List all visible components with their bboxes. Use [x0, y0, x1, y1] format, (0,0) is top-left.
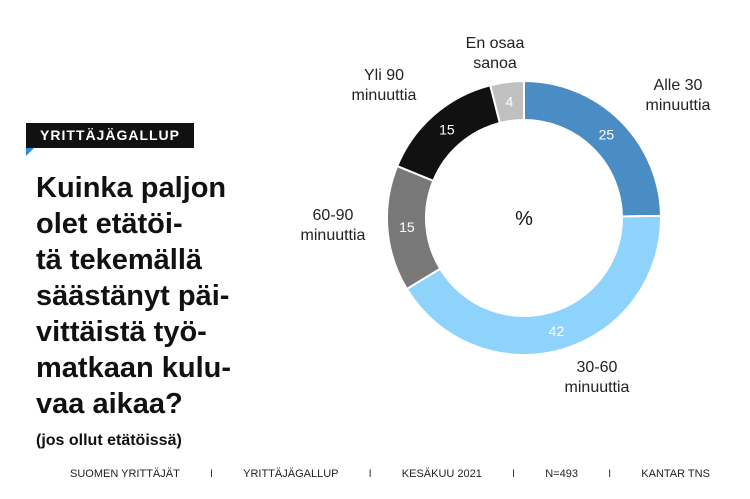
slice-category-label-line: minuuttia	[565, 379, 630, 396]
slice-category-label-line: 30-60	[577, 359, 618, 376]
footer-separator: I	[512, 468, 516, 480]
title-line: olet etätöi-	[36, 208, 183, 240]
slice-value-label: 15	[439, 121, 455, 137]
slice-category-label: 30-60 minuuttia	[565, 359, 630, 396]
slice-value-label: 25	[599, 126, 615, 142]
center-unit-label: %	[515, 208, 533, 230]
footer-item: SUOMEN YRITTÄJÄT	[70, 468, 180, 480]
chart-subtitle: (jos ollut etätöissä)	[36, 432, 182, 449]
footer-item: N=493	[545, 468, 578, 480]
slice-category-label-line: minuuttia	[646, 97, 711, 114]
slice-category-label: Yli 90 minuuttia	[352, 67, 417, 104]
title-line: vittäistä työ-	[36, 316, 207, 348]
tag-notch-accent	[26, 148, 34, 156]
footer-separator: I	[608, 468, 612, 480]
slice-category-label-line: En osaa	[466, 35, 525, 52]
slice-category-label: 60-90 minuuttia	[301, 207, 366, 244]
footer-credits: SUOMEN YRITTÄJÄT I YRITTÄJÄGALLUP I KESÄ…	[70, 468, 710, 480]
slice-category-label-line: 60-90	[313, 207, 354, 224]
slice-category-label-line: minuuttia	[301, 227, 366, 244]
slice-category-label-line: Yli 90	[364, 67, 404, 84]
title-line: vaa aikaa?	[36, 388, 183, 420]
chart-title: Kuinka paljon olet etätöi- tä tekemällä …	[36, 170, 266, 422]
footer-separator: I	[368, 468, 372, 480]
title-line: matkaan kulu-	[36, 352, 231, 384]
title-line: Kuinka paljon	[36, 172, 227, 204]
slice-category-label: Alle 30 minuuttia	[646, 77, 711, 114]
donut-slice	[523, 79, 662, 218]
slice-category-label-line: sanoa	[473, 55, 517, 72]
slice-category-label-line: Alle 30	[654, 77, 703, 94]
footer-separator: I	[209, 468, 213, 480]
title-line: tä tekemällä	[36, 244, 203, 276]
donut-slice	[405, 214, 662, 356]
footer-item: KESÄKUU 2021	[401, 468, 482, 480]
slice-value-label: 15	[399, 219, 415, 235]
slice-category-label-line: minuuttia	[352, 87, 417, 104]
footer-item: YRITTÄJÄGALLUP	[243, 468, 339, 480]
footer-item: KANTAR TNS	[641, 468, 710, 480]
slice-value-label: 42	[549, 323, 565, 339]
survey-tag: YRITTÄJÄGALLUP	[26, 123, 194, 148]
donut-slice	[489, 79, 525, 125]
slice-value-label: 4	[506, 93, 514, 109]
title-line: säästänyt päi-	[36, 280, 230, 312]
slice-category-label: En osaa sanoa	[466, 35, 525, 72]
